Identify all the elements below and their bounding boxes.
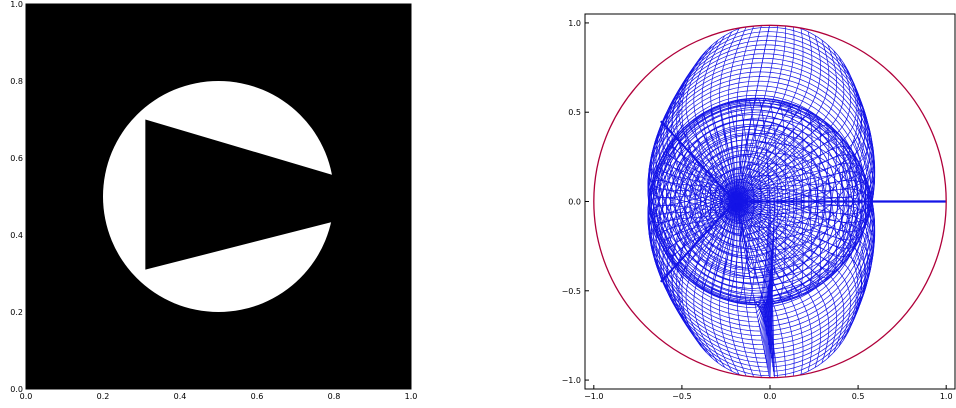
mesh-line-v bbox=[676, 26, 863, 377]
y-tick-label: 1.0 bbox=[10, 0, 23, 9]
mesh-line-v bbox=[650, 90, 863, 313]
mesh-line-v bbox=[648, 80, 869, 323]
y-tick-label: 0.2 bbox=[10, 308, 23, 317]
mesh-line-v bbox=[647, 71, 874, 332]
y-tick-label: 1.0 bbox=[568, 19, 581, 28]
mesh-line-v bbox=[694, 144, 798, 259]
mesh-line-v bbox=[679, 129, 819, 274]
mesh-line-v bbox=[648, 80, 869, 323]
mesh-line-v bbox=[704, 155, 783, 248]
mesh-line-v bbox=[649, 62, 876, 341]
mesh-line-v bbox=[674, 124, 826, 279]
image-wedge bbox=[145, 119, 334, 270]
mesh-line-v bbox=[655, 48, 874, 354]
mesh-seam-lower bbox=[660, 200, 736, 283]
mesh-line-v bbox=[699, 150, 790, 253]
mesh-line-v bbox=[658, 104, 850, 299]
mesh-line-v bbox=[655, 99, 855, 304]
x-tick-label: 1.0 bbox=[940, 392, 953, 401]
y-tick-label: 0.0 bbox=[10, 385, 23, 394]
mesh-line-v bbox=[650, 90, 863, 313]
mesh-line-v bbox=[714, 166, 769, 236]
mesh-line-v bbox=[689, 139, 805, 264]
mesh-line-v bbox=[648, 66, 875, 337]
x-tick-label: −0.5 bbox=[672, 392, 691, 401]
mesh-line-v bbox=[719, 172, 762, 231]
mesh-line-v bbox=[714, 166, 769, 237]
mesh-line-v bbox=[661, 109, 844, 294]
mesh-line-v bbox=[731, 192, 742, 211]
x-tick-label: 0.0 bbox=[764, 392, 777, 401]
x-tick-label: 0.6 bbox=[251, 392, 264, 401]
mesh-line-v bbox=[649, 62, 876, 341]
mesh-line-v bbox=[652, 94, 859, 308]
x-tick-label: 0.8 bbox=[328, 392, 341, 401]
mesh-line-v bbox=[671, 31, 866, 372]
boundary-circle bbox=[593, 24, 947, 379]
y-tick-label: 0.5 bbox=[568, 108, 581, 117]
mesh-line-v bbox=[719, 172, 762, 231]
mesh-line-v bbox=[658, 104, 850, 299]
mesh-seam-upper bbox=[660, 120, 736, 203]
plot-frame bbox=[25, 3, 412, 390]
x-tick-label: 0.2 bbox=[97, 392, 110, 401]
x-tick-label: 0.0 bbox=[20, 392, 33, 401]
mesh-line-v bbox=[655, 48, 874, 355]
mesh-line-v bbox=[670, 119, 832, 284]
y-tick-label: 0.0 bbox=[568, 198, 581, 207]
mesh-line-v bbox=[653, 53, 875, 350]
y-tick-label: −0.5 bbox=[562, 287, 581, 296]
y-tick-label: 0.6 bbox=[10, 154, 23, 163]
x-tick-label: 1.0 bbox=[405, 392, 418, 401]
gray-image-plot: 0.0 0.2 0.4 0.6 0.8 1.0 0.0 0.2 0.4 0.6 0.8 1.0 bbox=[10, 0, 418, 401]
mesh-line-v bbox=[647, 76, 872, 327]
mesh-line-v bbox=[684, 134, 812, 269]
y-tick-label: 0.8 bbox=[10, 77, 23, 86]
y-tick-label: 0.4 bbox=[10, 231, 23, 240]
mesh-line-v bbox=[723, 179, 755, 224]
mesh-line-v bbox=[689, 139, 805, 264]
mesh-line-v bbox=[658, 44, 873, 359]
mesh-lines bbox=[647, 25, 876, 378]
x-tick-label: −1.0 bbox=[584, 392, 603, 401]
y-tick-label: −1.0 bbox=[562, 376, 581, 385]
mesh-line-v bbox=[652, 94, 859, 309]
mesh-plot: −1.0 −0.5 0.0 0.5 1.0 1.0 0.5 0.0 −0.5 −1.0 bbox=[562, 13, 956, 401]
x-tick-label: 0.4 bbox=[174, 392, 187, 401]
mesh-line-v bbox=[650, 57, 876, 346]
x-tick-label: 0.5 bbox=[852, 392, 865, 401]
mesh-line-v bbox=[674, 124, 826, 279]
